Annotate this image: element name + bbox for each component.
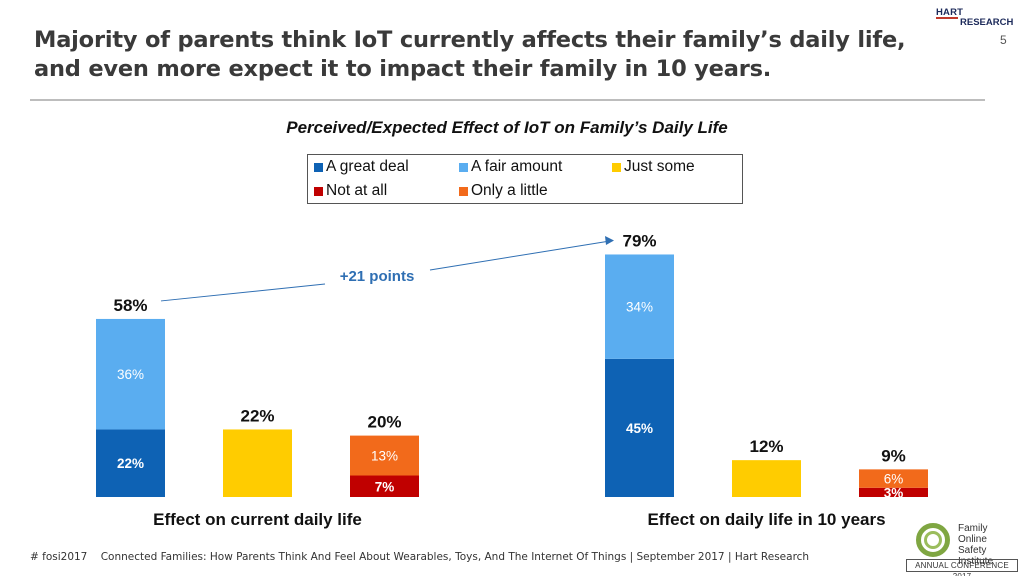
group-label: Effect on daily life in 10 years xyxy=(647,510,885,529)
segment-label: 13% xyxy=(371,449,398,464)
fosi-inner-ring-icon xyxy=(924,531,942,549)
segment-label: 7% xyxy=(375,479,395,494)
legend-item-just-some: Just some xyxy=(612,158,695,176)
segment-label: 36% xyxy=(117,367,144,382)
bar-segment xyxy=(732,460,801,497)
logo-line1: HART xyxy=(936,7,964,18)
bar-segment xyxy=(859,469,928,488)
bar-total-label: 22% xyxy=(240,406,274,425)
page-number: 5 xyxy=(1000,33,1007,47)
bar-total-label: 9% xyxy=(881,446,906,465)
page-title: Majority of parents think IoT currently … xyxy=(34,27,906,82)
legend-label: A great deal xyxy=(326,158,409,175)
footer: # fosi2017 Connected Families: How Paren… xyxy=(30,551,809,563)
legend-item-only-a-little: Only a little xyxy=(459,182,548,200)
fosi-name: Family Online Safety Institute xyxy=(958,523,1018,567)
bar-segment xyxy=(350,435,419,476)
group-label: Effect on current daily life xyxy=(153,510,362,529)
bar-total-label: 79% xyxy=(622,231,656,250)
title-divider xyxy=(30,99,985,101)
bar-segment xyxy=(605,254,674,359)
annotation-arrow-left xyxy=(160,283,326,302)
footer-source: Connected Families: How Parents Think An… xyxy=(100,551,810,563)
legend-label: Not at all xyxy=(326,182,388,199)
annotation-label: +21 points xyxy=(340,268,415,285)
bar-segment xyxy=(859,487,928,497)
legend-swatch xyxy=(459,162,468,172)
annotation-arrowhead xyxy=(605,235,614,245)
legend-item-fair-amount: A fair amount xyxy=(459,158,562,176)
fosi-conference-label: ANNUAL CONFERENCE 2017 xyxy=(906,559,1018,576)
footer-hashtag: # fosi2017 xyxy=(30,551,88,563)
hart-research-logo: HART RESEARCH xyxy=(934,7,1016,29)
fosi-line1: Family xyxy=(958,523,988,534)
annotation-arrow-right xyxy=(429,239,614,271)
legend-label: Only a little xyxy=(471,182,548,199)
bar-segment xyxy=(605,358,674,497)
legend-item-not-at-all: Not at all xyxy=(314,182,387,200)
segment-label: 45% xyxy=(626,421,653,436)
fosi-ring-icon xyxy=(916,523,950,557)
logo-line2: RESEARCH xyxy=(960,17,1014,28)
bar-segment xyxy=(350,475,419,497)
logo-accent xyxy=(936,17,958,19)
bar-segment xyxy=(223,429,292,497)
bar-total-label: 20% xyxy=(367,413,401,432)
legend-swatch xyxy=(314,186,323,196)
bar-segment xyxy=(96,318,165,430)
legend-label: Just some xyxy=(624,158,695,175)
segment-label: 34% xyxy=(626,300,653,315)
legend-swatch xyxy=(459,186,468,196)
bar-segment xyxy=(96,429,165,497)
segment-label: 22% xyxy=(117,456,144,471)
legend-label: A fair amount xyxy=(471,158,563,175)
chart-title: Perceived/Expected Effect of IoT on Fami… xyxy=(286,118,728,137)
bar-total-label: 12% xyxy=(749,437,783,456)
fosi-line2: Online Safety xyxy=(958,534,987,556)
legend-item-great-deal: A great deal xyxy=(314,158,409,176)
chart-legend: A great deal A fair amount Just some Not… xyxy=(307,154,743,204)
segment-label: 6% xyxy=(884,472,904,487)
fosi-logo: Family Online Safety Institute ANNUAL CO… xyxy=(906,523,1018,576)
bar-total-label: 58% xyxy=(113,296,147,315)
legend-swatch xyxy=(314,162,323,172)
fosi-line3: Institute xyxy=(958,556,994,567)
segment-label: 3% xyxy=(884,485,904,500)
legend-swatch xyxy=(612,162,621,172)
